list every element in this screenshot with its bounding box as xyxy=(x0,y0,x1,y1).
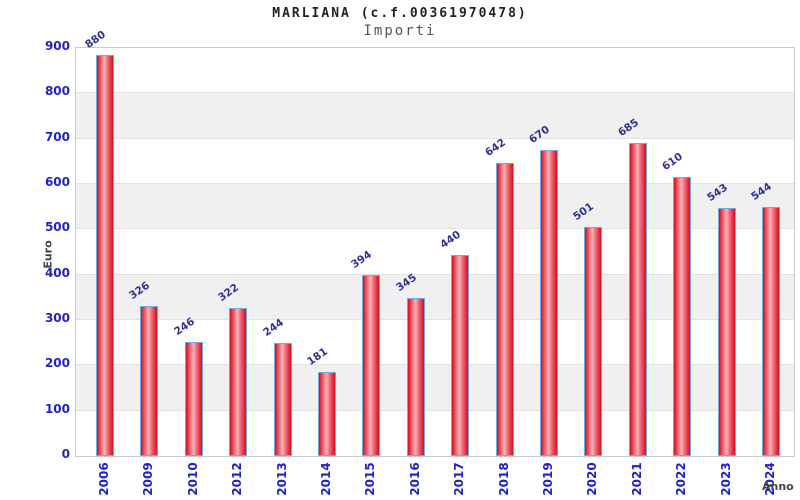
gridline xyxy=(76,228,794,230)
bar xyxy=(451,254,470,456)
x-tick-label: 2006 xyxy=(97,462,111,496)
x-tick-label: 2023 xyxy=(718,462,733,496)
x-tick-label: 2017 xyxy=(452,462,467,496)
x-tick-label: 2014 xyxy=(319,462,333,496)
bar xyxy=(673,177,692,456)
bar xyxy=(717,207,736,456)
x-tick-label: 2015 xyxy=(363,462,378,496)
x-tick-label: 2021 xyxy=(629,462,644,496)
x-tick-label: 2022 xyxy=(674,462,689,496)
bar xyxy=(229,308,248,456)
gridline xyxy=(76,364,794,366)
gridline xyxy=(76,137,794,139)
y-tick-label: 200 xyxy=(44,356,70,371)
y-tick-label: 800 xyxy=(44,84,70,99)
y-tick-label: 700 xyxy=(44,129,70,144)
gridline xyxy=(76,319,794,320)
y-tick-label: 500 xyxy=(44,220,70,235)
gridline xyxy=(76,273,794,275)
x-tick-label: 2012 xyxy=(230,462,245,496)
bar xyxy=(540,150,558,456)
bar xyxy=(362,275,381,456)
x-tick-label: 2018 xyxy=(496,462,511,496)
y-tick-label: 300 xyxy=(44,311,70,325)
x-tick-label: 2010 xyxy=(185,462,200,496)
gridline xyxy=(76,409,794,411)
y-tick-label: 100 xyxy=(44,401,70,416)
x-tick-label: 2019 xyxy=(541,462,555,496)
x-tick-label: 2016 xyxy=(407,462,422,496)
x-tick-label: 2013 xyxy=(274,462,289,496)
bar xyxy=(318,371,336,456)
y-tick-label: 0 xyxy=(61,447,70,461)
x-tick-label: 2009 xyxy=(141,462,156,496)
bar xyxy=(584,226,603,456)
bar xyxy=(628,143,647,456)
grid-band xyxy=(76,138,794,184)
bar xyxy=(406,297,425,456)
x-axis-title: Anno xyxy=(762,480,794,493)
x-tick-label: 2020 xyxy=(585,462,600,496)
gridline xyxy=(76,183,794,184)
y-tick-label: 900 xyxy=(44,39,70,53)
grid-band xyxy=(76,48,794,94)
y-tick-label: 400 xyxy=(44,265,70,280)
plot-area: 880 326 246 322 244 181 394 345 440 642 670 501 685 6… xyxy=(75,29,795,457)
gridline xyxy=(76,92,794,94)
bar xyxy=(762,207,780,456)
y-axis-title: Euro xyxy=(41,240,55,269)
bar xyxy=(273,343,292,456)
bar xyxy=(184,342,203,456)
bar xyxy=(140,306,159,456)
chart-title: MARLIANA (c.f.00361970478) xyxy=(272,6,528,21)
bar xyxy=(495,162,514,456)
chart-subtitle: Importi xyxy=(363,23,437,39)
y-tick-label: 600 xyxy=(44,175,70,189)
grid-band xyxy=(76,93,794,139)
bar xyxy=(96,55,114,456)
